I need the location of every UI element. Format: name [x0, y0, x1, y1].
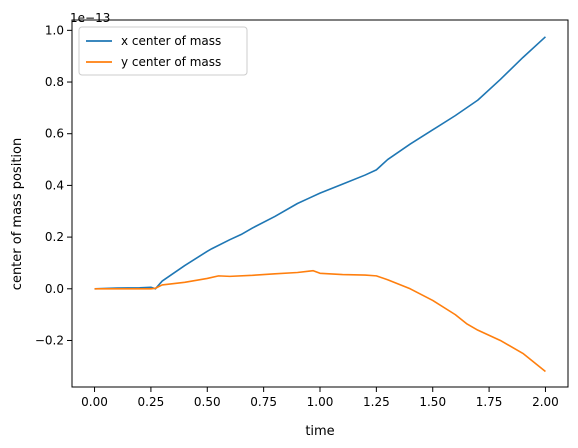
- y-axis: −0.2 0.0 0.2 0.4 0.6 0.8 1.0: [35, 23, 72, 347]
- y-axis-label: center of mass position: [10, 138, 25, 290]
- x-axis: 0.00 0.25 0.50 0.75 1.00 1.25 1.50 1.75 2.00: [81, 387, 559, 409]
- y-tick-label: 0.6: [45, 127, 64, 141]
- x-tick-label: 0.25: [138, 395, 165, 409]
- x-tick-label: 1.25: [363, 395, 390, 409]
- y-tick-label: 0.2: [45, 230, 64, 244]
- x-tick-label: 1.75: [476, 395, 503, 409]
- x-tick-label: 0.50: [194, 395, 221, 409]
- y-tick-label: 0.4: [45, 178, 64, 192]
- y-offset-label: 1e−13: [70, 11, 110, 25]
- legend-label: y center of mass: [121, 55, 221, 69]
- y-tick-label: 0.0: [45, 282, 64, 296]
- legend: x center of mass y center of mass: [78, 26, 248, 76]
- x-tick-label: 0.00: [81, 395, 108, 409]
- y-tick-label: −0.2: [35, 333, 64, 347]
- y-tick-label: 1.0: [45, 23, 64, 37]
- x-tick-label: 2.00: [532, 395, 559, 409]
- x-tick-label: 1.50: [419, 395, 446, 409]
- series-line-1: [94, 36, 546, 290]
- legend-label: x center of mass: [121, 34, 221, 48]
- legend-box: [78, 26, 248, 76]
- y-tick-label: 0.8: [45, 75, 64, 89]
- x-tick-label: 1.00: [307, 395, 334, 409]
- x-tick-label: 0.75: [250, 395, 277, 409]
- x-axis-label: time: [305, 424, 334, 439]
- series-layer: [94, 36, 546, 373]
- series-line-2: [94, 269, 546, 373]
